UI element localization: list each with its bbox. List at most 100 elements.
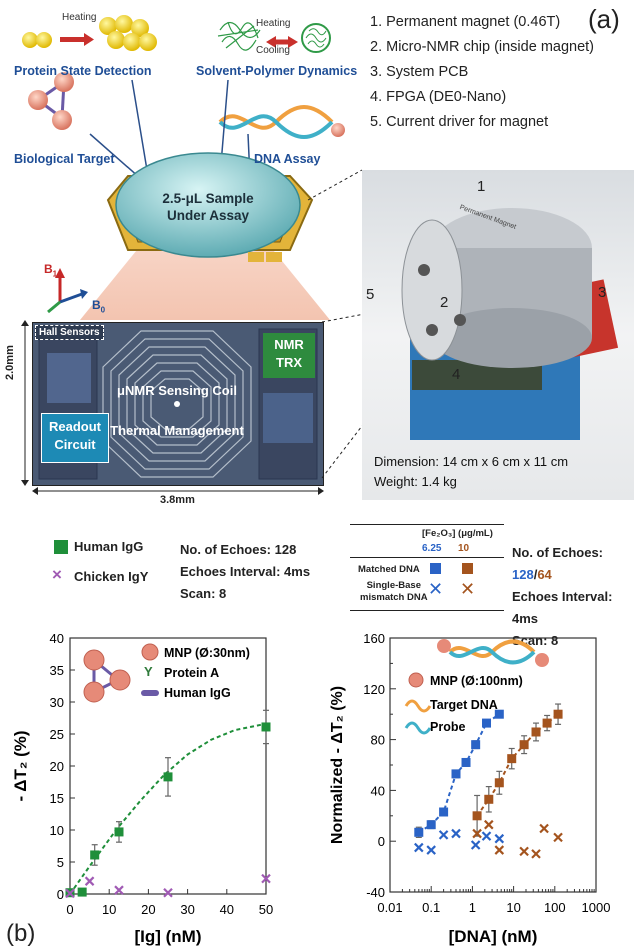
height-arrow — [21, 320, 29, 486]
x-tick-label: 100 — [544, 900, 566, 915]
list-item: 3. System PCB — [370, 64, 469, 80]
human-igg-point — [77, 887, 87, 897]
mismatch-dna-point — [494, 833, 505, 844]
chicken-igy-legend: Chicken IgY — [74, 569, 149, 584]
device-photo: 1 2 3 4 5 Permanent Magnet Dimension: 14… — [362, 170, 634, 500]
list-item: 1. Permanent magnet (0.46T) — [370, 14, 561, 30]
readout-block: Readout Circuit — [41, 413, 109, 463]
x-tick-label: 10 — [506, 900, 520, 915]
human-igg-point — [261, 722, 271, 732]
cooling-label: Cooling — [256, 45, 290, 56]
dna-graphic — [448, 645, 536, 665]
chicken-igy-point — [163, 887, 173, 898]
arrow-right-icon — [60, 33, 94, 46]
biological-target-icon — [28, 72, 74, 130]
sample-holder — [106, 152, 314, 262]
mismatch-label: Single-Base mismatch DNA — [360, 580, 428, 603]
chicken-igy-point — [84, 876, 95, 886]
inset-legend-label: Protein A — [164, 666, 219, 680]
matched-dna-point — [494, 778, 504, 788]
x-tick-label: 30 — [180, 902, 194, 917]
mismatch-dna-point — [481, 831, 492, 841]
inset-legend-label: MNP (Ø:30nm) — [164, 646, 250, 660]
polymer-coiled-icon — [301, 23, 331, 53]
y-tick-label: 120 — [363, 682, 385, 697]
y-tick-label: 20 — [50, 759, 64, 774]
biological-target-label: Biological Target — [14, 152, 115, 166]
mnp-bead-icon — [437, 639, 451, 653]
matched-dna-point — [494, 709, 504, 719]
matched-dna-point — [451, 769, 461, 779]
inset-legend: MNP (Ø:30nm) Y Protein A Human IgG — [83, 643, 250, 703]
chip-micrograph: Hall Sensors μNMR Sensing Coil Thermal M… — [32, 322, 324, 486]
chicken-igy-point — [65, 888, 75, 899]
x-tick-label: 0 — [66, 902, 73, 917]
dna-assay-label: DNA Assay — [254, 152, 321, 166]
chicken-igy-point — [261, 873, 271, 884]
mismatch-dna-point — [539, 823, 549, 834]
mnp-bead-icon — [83, 681, 105, 703]
inset-legend-label: MNP (Ø:100nm) — [430, 674, 523, 688]
weight-text: Weight: 1.4 kg — [374, 474, 457, 489]
conc-625: 6.25 — [422, 543, 442, 554]
panel-b-label: (b) — [6, 920, 36, 947]
matched-dna-point — [507, 754, 517, 764]
mismatch-brown-marker: ✕ — [460, 579, 476, 599]
callout-4: 4 — [452, 366, 461, 383]
callout-5: 5 — [366, 286, 375, 303]
solvent-polymer-label: Solvent-Polymer Dynamics — [196, 64, 358, 78]
list-item: 4. FPGA (DE0-Nano) — [370, 89, 507, 105]
human-igg-marker — [54, 540, 68, 554]
y-tick-label: 0 — [57, 887, 64, 902]
x-axis-label: [Ig] (nM) — [134, 927, 201, 946]
mnp-bead-icon — [109, 669, 131, 691]
matched-dna-point — [553, 709, 563, 719]
mismatch-dna-point — [438, 830, 449, 840]
y-tick-label: 30 — [50, 695, 64, 710]
matched-blue-marker — [430, 563, 441, 574]
y-tick-label: 15 — [50, 791, 64, 806]
inset-legend-label: Target DNA — [430, 698, 498, 712]
polymer-loose-icon — [217, 21, 261, 51]
right-echo-params: No. of Echoes: 128/64 Echoes Interval: 4… — [512, 545, 613, 648]
matched-dna-point — [531, 727, 541, 737]
probe-icon — [404, 721, 432, 735]
chicken-igy-point — [114, 885, 124, 895]
matched-dna-point — [472, 811, 482, 821]
mismatch-dna-point — [414, 842, 424, 853]
human-igg-legend: Human IgG — [74, 539, 144, 554]
matched-brown-marker — [462, 563, 473, 574]
fit-curve — [69, 722, 267, 895]
protein-a-icon: Y — [144, 664, 153, 679]
heating-label-1: Heating — [62, 12, 97, 23]
y-axis-label: - ΔT₂ (%) — [11, 730, 30, 801]
matched-dna-point — [471, 740, 481, 750]
mismatch-dna-point — [472, 828, 482, 839]
y-tick-label: 5 — [57, 855, 64, 870]
x-tick-label: 0.1 — [422, 900, 440, 915]
y-tick-label: 80 — [371, 733, 385, 748]
x-tick-label: 1000 — [582, 900, 611, 915]
mismatch-dna-point — [470, 840, 481, 850]
callout-1: 1 — [477, 178, 486, 195]
mismatch-blue-marker: ✕ — [428, 579, 444, 599]
mnp-bead-icon — [535, 653, 549, 667]
y-tick-label: 25 — [50, 727, 64, 742]
y-tick-label: -40 — [366, 885, 385, 900]
nmr-trx-block: NMR TRX — [263, 333, 315, 378]
mismatch-dna-point — [426, 845, 436, 855]
list-item: 2. Micro-NMR chip (inside magnet) — [370, 39, 595, 55]
mnp-bead-icon — [83, 649, 105, 671]
matched-dna-point — [461, 757, 471, 767]
igg-chart: 0 5 10 15 20 25 30 35 40 0 10 20 30 40 50 [Ig] (nM) - ΔT… — [11, 631, 273, 946]
chicken-igy-marker: × — [52, 565, 62, 584]
dimension-text: Dimension: 14 cm x 6 cm x 11 cm — [374, 454, 569, 469]
x-tick-label: 40 — [220, 902, 234, 917]
y-tick-label: 35 — [50, 663, 64, 678]
heating-label-2: Heating — [256, 18, 291, 29]
y-tick-label: 160 — [363, 631, 385, 646]
protein-folded-icon — [22, 32, 52, 48]
y-tick-label: 10 — [50, 823, 64, 838]
list-item: 5. Current driver for magnet — [370, 114, 549, 130]
left-echo-params: No. of Echoes: 128 Echoes Interval: 4ms … — [180, 542, 311, 601]
